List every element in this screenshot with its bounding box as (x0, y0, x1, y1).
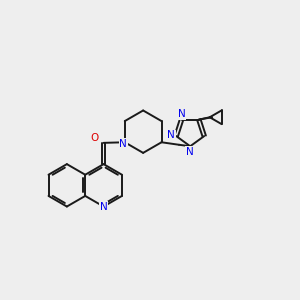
Text: O: O (90, 134, 98, 143)
Text: N: N (167, 130, 175, 140)
Text: N: N (167, 130, 175, 140)
Text: N: N (119, 139, 127, 149)
Text: N: N (178, 109, 185, 119)
Text: N: N (178, 109, 185, 119)
Text: O: O (90, 134, 98, 143)
Text: N: N (100, 202, 107, 212)
Text: N: N (100, 202, 107, 212)
Text: N: N (186, 146, 194, 157)
Text: N: N (119, 139, 127, 149)
Text: N: N (186, 146, 194, 157)
